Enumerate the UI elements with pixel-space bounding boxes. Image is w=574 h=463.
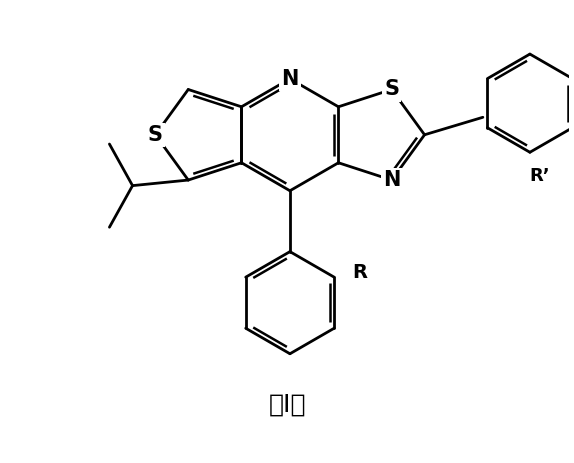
Text: R’: R’ [529, 167, 550, 185]
Text: N: N [383, 170, 400, 190]
Text: S: S [384, 80, 399, 100]
Text: S: S [148, 125, 163, 145]
Text: N: N [281, 69, 298, 89]
Text: （I）: （I） [268, 393, 306, 417]
Text: R: R [352, 263, 367, 282]
